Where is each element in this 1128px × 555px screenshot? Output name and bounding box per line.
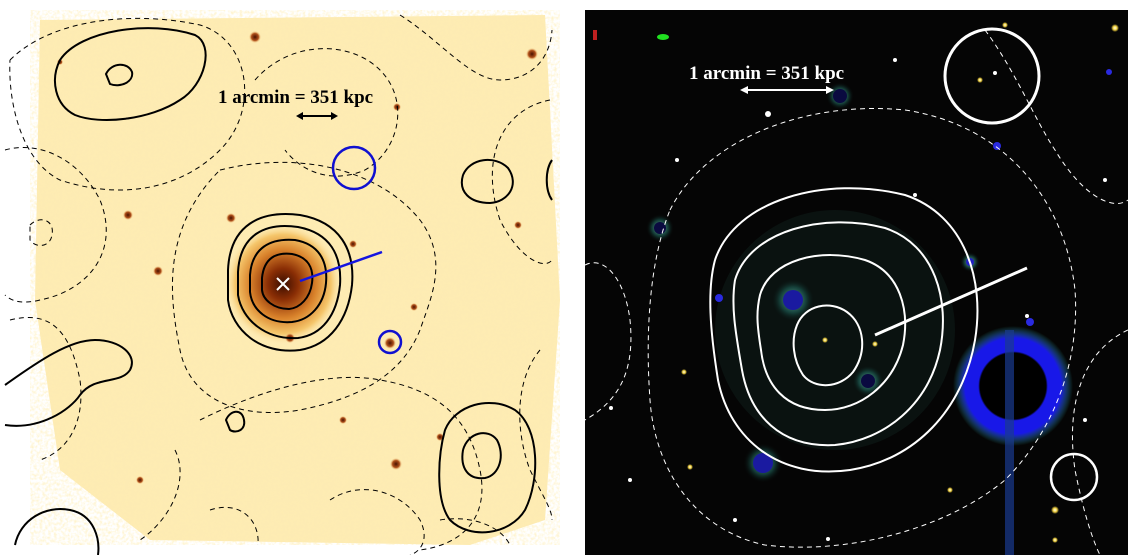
marker-circle-top-right — [943, 27, 1041, 125]
small-stars — [609, 22, 1119, 543]
scale-label-optical: 1 arcmin = 351 kpc — [689, 63, 844, 84]
marker-circle-lower — [377, 329, 403, 355]
dashed-contours-optical — [585, 29, 1128, 555]
xray-image: 1 arcmin = 351 kpc — [4, 10, 560, 555]
xray-image-panel: 1 arcmin = 351 kpc — [4, 10, 560, 555]
direction-line — [299, 250, 383, 283]
dashed-contours — [4, 14, 553, 555]
artifact-red — [593, 30, 597, 40]
marker-circle-upper — [331, 145, 377, 191]
scale-bar-optical — [740, 86, 834, 94]
bleed-trail — [1005, 330, 1014, 555]
marker-circle-bottom-right — [1049, 452, 1099, 502]
optical-image: 1 arcmin = 351 kpc — [585, 0, 1128, 555]
haloed-stars — [646, 82, 980, 483]
scale-label: 1 arcmin = 351 kpc — [218, 87, 373, 108]
direction-line-optical — [874, 266, 1028, 337]
artifact-green — [657, 34, 669, 40]
scale-bar — [296, 112, 338, 120]
optical-image-panel: 1 arcmin = 351 kpc — [585, 0, 1128, 555]
solid-contours — [4, 27, 553, 555]
solid-contours-optical — [709, 187, 979, 473]
center-cross-icon — [276, 277, 290, 291]
